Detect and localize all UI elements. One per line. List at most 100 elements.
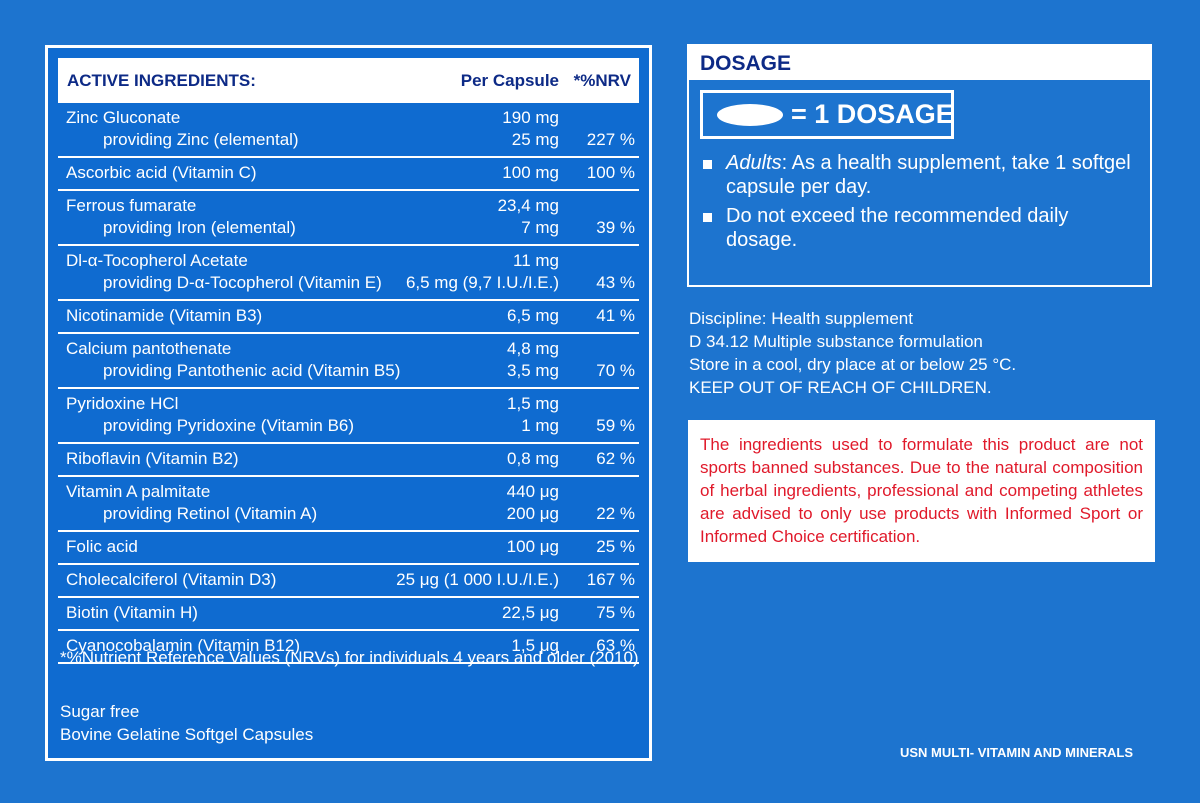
ingredient-line: providing Pyridoxine (Vitamin B6) 1 mg 59 …: [58, 415, 639, 437]
ingredient-line: Ascorbic acid (Vitamin C) 100 mg 100 %: [58, 162, 639, 184]
ingredient-name: Ferrous fumarate: [66, 196, 197, 215]
ingredient-line: providing Pantothenic acid (Vitamin B5) 3…: [58, 360, 639, 382]
storage-line: Store in a cool, dry place at or below 2…: [689, 355, 1017, 374]
ingredient-nrv: 62 %: [596, 449, 635, 468]
ingredient-line: providing Retinol (Vitamin A) 200 μg 22 %: [58, 503, 639, 525]
table-row: Dl-α-Tocopherol Acetate 11 mg providing D-…: [58, 246, 639, 301]
ingredient-quantity: 100 μg: [506, 537, 559, 556]
ingredient-nrv: 167 %: [586, 570, 635, 589]
ingredient-line: providing Iron (elemental) 7 mg 39 %: [58, 217, 639, 239]
ingredient-line: Riboflavin (Vitamin B2) 0,8 mg 62 %: [58, 448, 639, 470]
capsule-type-note: Bovine Gelatine Softgel Capsules: [60, 725, 314, 744]
ingredient-nrv: 63 %: [596, 636, 635, 655]
sugar-free-note: Sugar free: [60, 702, 140, 721]
ingredient-quantity: 200 μg: [506, 504, 559, 523]
capsule-icon: [717, 104, 783, 126]
ingredient-quantity: 1 mg: [521, 416, 559, 435]
extra-notes: Sugar free Bovine Gelatine Softgel Capsu…: [60, 700, 640, 746]
square-bullet-icon: [703, 160, 712, 169]
ingredient-quantity: 6,5 mg (9,7 I.U./I.E.): [405, 273, 559, 292]
ingredients-panel: ACTIVE INGREDIENTS: Per Capsule *%NRV Zi…: [45, 45, 652, 761]
table-row: Ferrous fumarate 23,4 mg providing Iron (e…: [58, 191, 639, 246]
ingredient-quantity: 440 μg: [506, 482, 559, 501]
ingredient-quantity: 11 mg: [513, 251, 559, 270]
dosage-bullet-adults: Adults: As a health supplement, take 1 s…: [703, 151, 1143, 199]
header-per-capsule: Per Capsule: [460, 71, 559, 90]
ingredient-quantity: 100 mg: [502, 163, 559, 182]
table-row: Zinc Gluconate 190 mg providing Zinc (elem…: [58, 103, 639, 158]
ingredient-nrv: 59 %: [596, 416, 635, 435]
ingredient-nrv: 75 %: [596, 603, 635, 622]
dosage-title: DOSAGE: [689, 46, 1150, 80]
table-row: Cyanocobalamin (Vitamin B12) 1,5 μg 63 %: [58, 631, 639, 664]
ingredient-nrv: 227 %: [586, 130, 635, 149]
table-row: Biotin (Vitamin H) 22,5 μg 75 %: [58, 598, 639, 631]
ingredient-line: Cholecalciferol (Vitamin D3) 25 μg (1 000…: [58, 569, 639, 591]
ingredients-header: ACTIVE INGREDIENTS: Per Capsule *%NRV: [58, 58, 639, 103]
ingredient-name: Cholecalciferol (Vitamin D3): [66, 570, 277, 589]
ingredient-name: Biotin (Vitamin H): [66, 603, 198, 622]
ingredient-nrv: 25 %: [596, 537, 635, 556]
ingredient-quantity: 4,8 mg: [507, 339, 559, 358]
ingredients-rows: Zinc Gluconate 190 mg providing Zinc (elem…: [58, 103, 639, 664]
ingredient-name: Ascorbic acid (Vitamin C): [66, 163, 257, 182]
children-warning-line: KEEP OUT OF REACH OF CHILDREN.: [689, 378, 992, 397]
ingredient-line: Zinc Gluconate 190 mg: [58, 107, 639, 129]
ingredient-quantity: 22,5 μg: [501, 603, 559, 622]
ingredient-nrv: 39 %: [596, 218, 635, 237]
ingredient-name: Riboflavin (Vitamin B2): [66, 449, 239, 468]
formulation-line: D 34.12 Multiple substance formulation: [689, 332, 983, 351]
ingredient-nrv: 43 %: [596, 273, 635, 292]
ingredient-quantity: 6,5 mg: [507, 306, 559, 325]
ingredient-nrv: 41 %: [596, 306, 635, 325]
ingredient-line: providing Zinc (elemental) 25 mg 227 %: [58, 129, 639, 151]
nrv-footnote: *%Nutrient Reference Values (NRVs) for i…: [60, 648, 639, 667]
ingredient-name: Cyanocobalamin (Vitamin B12): [66, 636, 301, 655]
adults-instruction: : As a health supplement, take 1 softgel…: [726, 152, 1131, 198]
adults-label: Adults: [726, 152, 782, 174]
ingredient-quantity: 23,4 mg: [497, 196, 559, 215]
ingredient-line: Cyanocobalamin (Vitamin B12) 1,5 μg 63 %: [58, 635, 639, 657]
ingredient-name: providing Iron (elemental): [103, 218, 296, 237]
table-row: Pyridoxine HCl 1,5 mg providing Pyridoxine…: [58, 389, 639, 444]
sports-warning: The ingredients used to formulate this p…: [688, 420, 1155, 562]
ingredient-nrv: 70 %: [596, 361, 635, 380]
discipline-line: Discipline: Health supplement: [689, 309, 913, 328]
table-row: Folic acid 100 μg 25 %: [58, 532, 639, 565]
ingredient-line: Biotin (Vitamin H) 22,5 μg 75 %: [58, 602, 639, 624]
ingredient-quantity: 0,8 mg: [507, 449, 559, 468]
header-nrv: *%NRV: [573, 71, 631, 90]
ingredient-quantity: 25 μg (1 000 I.U./I.E.): [396, 570, 559, 589]
limit-instruction: Do not exceed the recommended daily dosa…: [726, 205, 1069, 251]
ingredient-line: Nicotinamide (Vitamin B3) 6,5 mg 41 %: [58, 305, 639, 327]
dosage-bullet-limit: Do not exceed the recommended daily dosa…: [703, 204, 1143, 252]
ingredient-quantity: 1,5 mg: [507, 394, 559, 413]
table-row: Cholecalciferol (Vitamin D3) 25 μg (1 000…: [58, 565, 639, 598]
ingredient-name: Vitamin A palmitate: [66, 482, 211, 501]
ingredient-line: Pyridoxine HCl 1,5 mg: [58, 393, 639, 415]
ingredient-quantity: 190 mg: [502, 108, 559, 127]
ingredient-line: providing D-α-Tocopherol (Vitamin E) 6,5 …: [58, 272, 639, 294]
table-row: Ascorbic acid (Vitamin C) 100 mg 100 %: [58, 158, 639, 191]
ingredient-name: Folic acid: [66, 537, 138, 556]
ingredient-quantity: 7 mg: [521, 218, 559, 237]
ingredient-quantity: 3,5 mg: [507, 361, 559, 380]
ingredient-name: providing Zinc (elemental): [103, 130, 299, 149]
product-name: USN MULTI- VITAMIN AND MINERALS: [900, 745, 1134, 760]
ingredient-quantity: 1,5 μg: [511, 636, 559, 655]
table-row: Vitamin A palmitate 440 μg providing Retin…: [58, 477, 639, 532]
ingredient-nrv: 100 %: [586, 163, 635, 182]
ingredient-line: Calcium pantothenate 4,8 mg: [58, 338, 639, 360]
dose-label: = 1 DOSAGE: [791, 99, 954, 129]
square-bullet-icon: [703, 213, 712, 222]
ingredient-quantity: 25 mg: [511, 130, 559, 149]
ingredient-name: Zinc Gluconate: [66, 108, 181, 127]
ingredient-line: Folic acid 100 μg 25 %: [58, 536, 639, 558]
ingredient-name: Pyridoxine HCl: [66, 394, 179, 413]
ingredient-nrv: 22 %: [596, 504, 635, 523]
ingredient-name: Dl-α-Tocopherol Acetate: [66, 251, 248, 270]
ingredient-line: Vitamin A palmitate 440 μg: [58, 481, 639, 503]
ingredient-name: Calcium pantothenate: [66, 339, 232, 358]
dosage-instructions: Adults: As a health supplement, take 1 s…: [703, 151, 1143, 257]
ingredient-name: Nicotinamide (Vitamin B3): [66, 306, 263, 325]
